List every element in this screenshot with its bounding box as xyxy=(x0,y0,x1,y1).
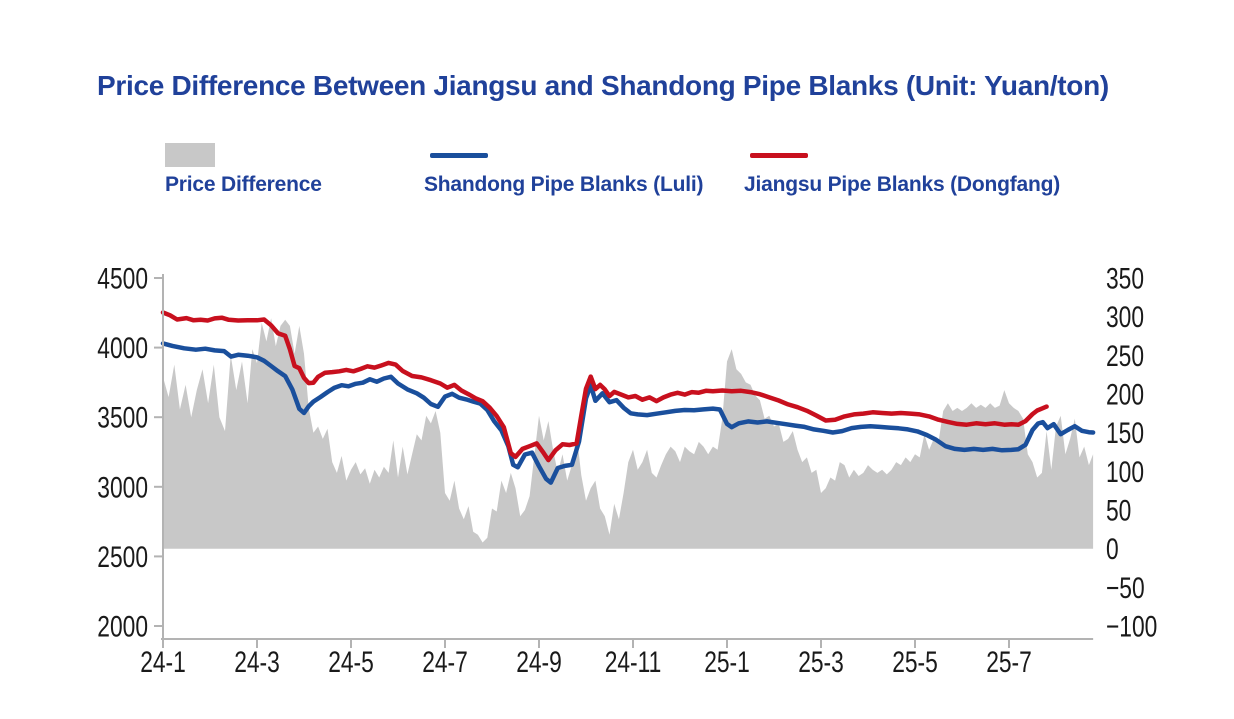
red-line-swatch xyxy=(744,143,1060,167)
x-axis-tick-label: 24-3 xyxy=(234,645,280,679)
chart-title: Price Difference Between Jiangsu and Sha… xyxy=(97,70,1109,101)
legend-item-jiangsu: Jiangsu Pipe Blanks (Dongfang) xyxy=(744,143,1060,197)
x-axis-tick-label: 24-7 xyxy=(422,645,468,679)
x-axis-tick-label: 25-1 xyxy=(704,645,750,679)
blue-line-swatch xyxy=(424,143,703,167)
right-axis-tick-label: 200 xyxy=(1106,377,1144,411)
right-axis-tick-label: 50 xyxy=(1106,493,1131,527)
x-axis-tick-label: 24-1 xyxy=(140,645,186,679)
x-axis-tick-label: 24-5 xyxy=(328,645,374,679)
legend-label-price-difference: Price Difference xyxy=(165,173,322,196)
x-axis-tick-label: 24-9 xyxy=(516,645,562,679)
left-axis-tick-label: 4500 xyxy=(97,261,148,295)
left-axis-tick-label: 4000 xyxy=(97,331,148,365)
right-axis-tick-label: 100 xyxy=(1106,455,1144,489)
left-axis-tick-label: 3500 xyxy=(97,401,148,435)
shandong-pipe-blanks-luli--line xyxy=(160,341,1096,485)
x-axis-tick-label: 24-11 xyxy=(605,645,662,679)
legend-label-jiangsu: Jiangsu Pipe Blanks (Dongfang) xyxy=(744,173,1061,196)
legend-item-price-difference: Price Difference xyxy=(165,143,322,197)
right-axis-tick-label: 0 xyxy=(1106,532,1119,566)
legend-item-shandong: Shandong Pipe Blanks (Luli) xyxy=(424,143,703,197)
x-axis-tick-label: 25-3 xyxy=(798,645,844,679)
x-axis-tick-label: 25-7 xyxy=(986,645,1032,679)
price-difference-area xyxy=(163,318,1094,549)
right-axis-tick-label: 250 xyxy=(1106,339,1144,373)
right-axis-tick-label: 300 xyxy=(1106,300,1144,334)
x-axis-tick-label: 25-5 xyxy=(892,645,938,679)
jiangsu-pipe-blanks-dongfang--line xyxy=(160,310,1049,463)
red-line-swatch-mark xyxy=(750,152,808,158)
left-axis-tick-label: 3000 xyxy=(97,470,148,504)
right-axis-tick-label: −100 xyxy=(1106,609,1157,643)
legend-label-shandong: Shandong Pipe Blanks (Luli) xyxy=(424,173,704,196)
blue-line-swatch-mark xyxy=(430,152,488,158)
right-axis-tick-label: 150 xyxy=(1106,416,1144,450)
left-axis-tick-label: 2000 xyxy=(97,609,148,643)
area-swatch xyxy=(165,143,215,167)
left-axis-tick-label: 2500 xyxy=(97,540,148,574)
right-axis-tick-label: −50 xyxy=(1106,571,1145,605)
right-axis-tick-label: 350 xyxy=(1106,261,1144,295)
